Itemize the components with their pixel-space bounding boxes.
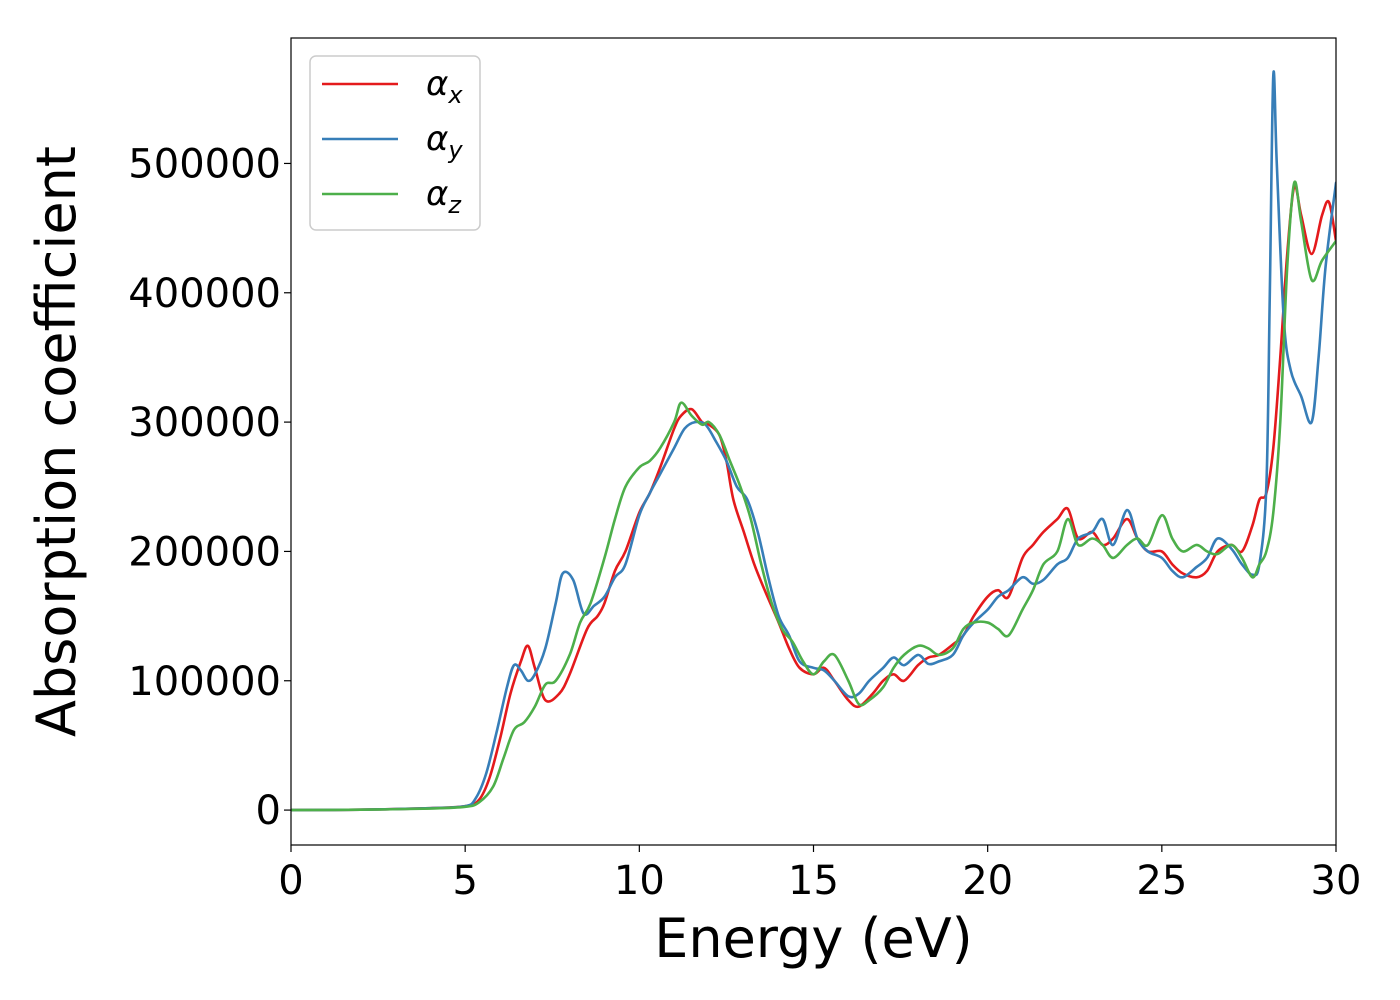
legend-subscript: z: [447, 191, 462, 219]
y-tick-label: 500000: [128, 141, 281, 187]
y-tick-label: 300000: [128, 400, 281, 446]
y-tick-label: 100000: [128, 659, 281, 705]
legend-label-alpha-y: αy: [426, 119, 463, 164]
legend-symbol: α: [426, 174, 448, 214]
x-tick-label: 15: [788, 858, 839, 904]
series-layer: [291, 70, 1336, 812]
legend-label-alpha-z: αz: [426, 174, 462, 219]
legend-subscript: y: [447, 136, 463, 164]
x-tick-label: 20: [962, 858, 1013, 904]
legend-frame: [309, 55, 481, 231]
series-line-alpha-z: [291, 180, 1336, 812]
legend-subscript: x: [447, 81, 463, 109]
y-tick-label: 200000: [128, 529, 281, 575]
x-tick-label: 25: [1136, 858, 1187, 904]
x-axis-title: Energy (eV): [654, 907, 973, 970]
legend-symbol: α: [426, 119, 448, 159]
x-tick-label: 5: [452, 858, 477, 904]
x-tick-label: 30: [1311, 858, 1362, 904]
y-tick-label: 0: [256, 788, 281, 834]
x-axis: 0 5 10 15 20 25 30: [278, 845, 1361, 904]
y-tick-label: 400000: [128, 271, 281, 317]
x-tick-label: 0: [278, 858, 303, 904]
y-axis: 0 100000 200000 300000 400000 500000: [128, 141, 291, 834]
x-tick-label: 10: [614, 858, 665, 904]
y-axis-title: Absorption coefficient: [25, 146, 88, 737]
legend-label-alpha-x: αx: [426, 64, 463, 109]
legend-symbol: α: [426, 64, 448, 104]
